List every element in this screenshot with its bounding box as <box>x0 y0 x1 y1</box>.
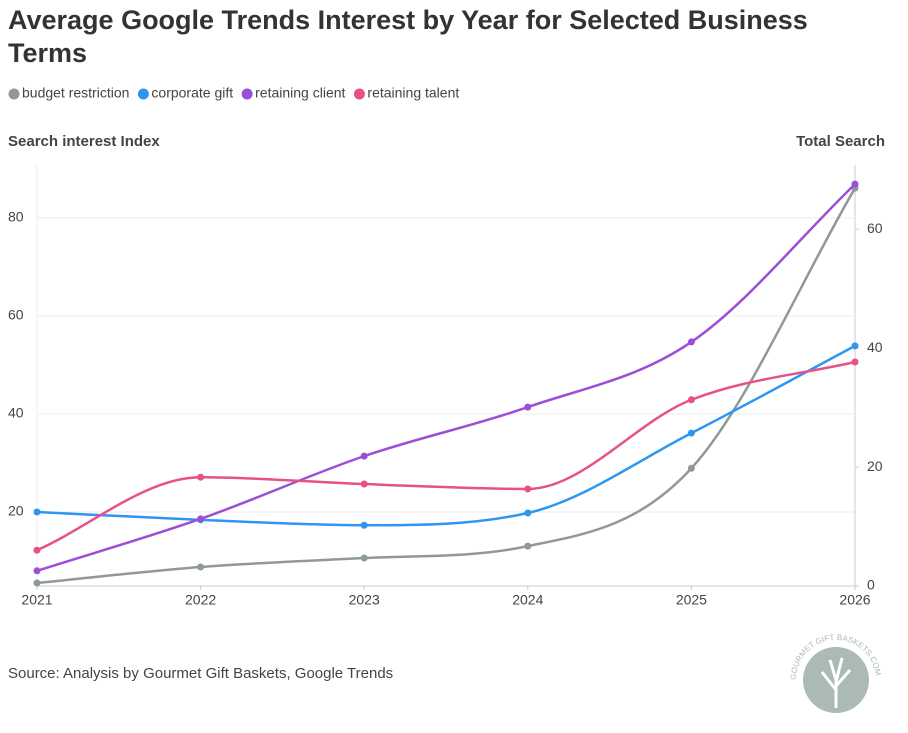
y-axis-title: Search interest Index <box>8 133 160 150</box>
x-tick-label: 2021 <box>21 592 52 608</box>
data-point <box>524 509 532 517</box>
data-point <box>524 542 532 550</box>
legend-item: corporate gift <box>137 85 233 101</box>
data-point <box>851 358 859 366</box>
data-point <box>851 180 859 188</box>
data-point <box>360 521 368 529</box>
legend-item: retaining client <box>241 85 346 101</box>
legend-label: budget restriction <box>22 85 129 101</box>
data-point <box>851 342 859 350</box>
y-tick-label: 20 <box>8 503 24 519</box>
legend-swatch <box>241 88 253 100</box>
series <box>33 184 859 587</box>
line <box>36 344 856 527</box>
series <box>33 180 859 575</box>
data-point <box>197 563 205 571</box>
data-point <box>360 554 368 562</box>
data-point <box>197 473 205 481</box>
chart-title: Terms <box>8 38 87 68</box>
legend-swatch <box>8 88 20 100</box>
data-point <box>360 452 368 460</box>
legend-label: corporate gift <box>151 85 233 101</box>
legend-item: retaining talent <box>353 85 459 101</box>
y2-tick-label: 60 <box>867 220 883 236</box>
data-point <box>687 396 695 404</box>
y2-axis-title: Total Search <box>796 133 885 150</box>
data-point <box>360 480 368 488</box>
line <box>36 183 856 572</box>
chart-title: Average Google Trends Interest by Year f… <box>8 5 808 35</box>
watermark-tree <box>820 657 852 708</box>
y-tick-label: 60 <box>8 307 24 323</box>
y2-tick-label: 40 <box>867 339 883 355</box>
data-point <box>687 338 695 346</box>
legend-item: budget restriction <box>8 85 129 101</box>
y-tick-label: 80 <box>8 209 24 225</box>
line <box>36 360 856 552</box>
legend-swatch <box>137 88 149 100</box>
x-tick-label: 2023 <box>349 592 380 608</box>
data-point <box>33 546 41 554</box>
data-point <box>687 429 695 437</box>
data-point <box>687 464 695 472</box>
data-point <box>33 567 41 575</box>
legend-swatch <box>353 88 365 100</box>
x-tick-label: 2025 <box>676 592 707 608</box>
legend-label: retaining talent <box>367 85 459 101</box>
title-block: Average Google Trends Interest by Year f… <box>8 5 808 68</box>
data-point <box>524 485 532 493</box>
y2-tick-label: 0 <box>867 577 875 593</box>
x-tick-label: 2022 <box>185 592 216 608</box>
y2-tick-label: 20 <box>867 458 883 474</box>
x-tick-label: 2024 <box>512 592 543 608</box>
series <box>33 358 859 554</box>
data-point <box>197 515 205 523</box>
x-tick-label: 2026 <box>839 592 870 608</box>
data-point <box>524 403 532 411</box>
data-point <box>33 579 41 587</box>
y-tick-label: 40 <box>8 405 24 421</box>
line <box>36 187 857 585</box>
legend-label: retaining client <box>255 85 345 101</box>
source-note: Source: Analysis by Gourmet Gift Baskets… <box>8 665 393 682</box>
series <box>33 342 859 529</box>
data-point <box>33 508 41 516</box>
